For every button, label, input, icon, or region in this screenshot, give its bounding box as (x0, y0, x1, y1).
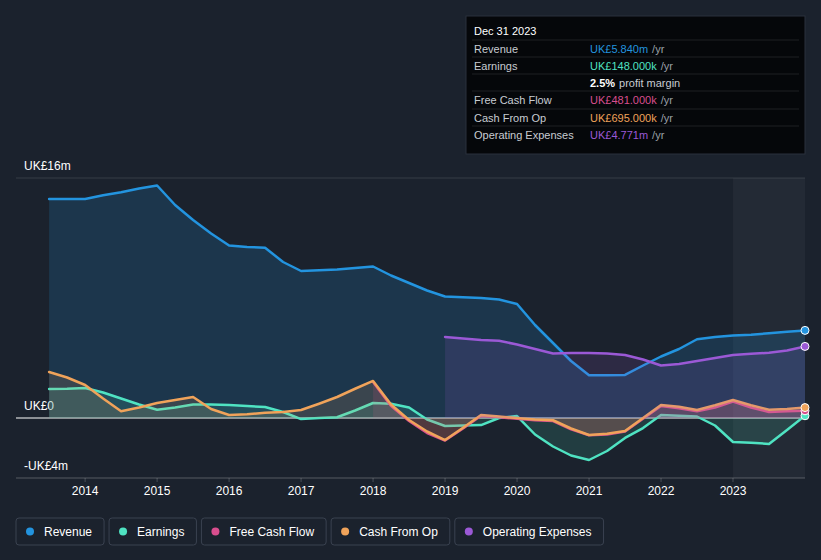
legend-swatch (119, 528, 127, 536)
legend-label: Earnings (137, 525, 184, 539)
x-tick (373, 478, 374, 482)
tooltip-label: Cash From Op (474, 112, 546, 124)
legend-label: Revenue (44, 525, 92, 539)
tooltip-unit: /yr (652, 43, 665, 55)
series-line (49, 186, 805, 376)
x-tick (517, 478, 518, 482)
x-tick (229, 478, 230, 482)
legend-item[interactable]: Free Cash Flow (201, 518, 326, 545)
plot-marks (49, 186, 805, 461)
chart: -UK£4mUK£0UK£16m201420152016201720182019… (0, 0, 821, 560)
tooltip-value: UK£148.000k (590, 60, 657, 72)
x-tick (589, 478, 590, 482)
tooltip-label: Earnings (474, 60, 518, 72)
tooltip-value: UK£4.771m (590, 129, 648, 141)
legend-box[interactable] (201, 518, 326, 545)
x-tick-label: 2018 (360, 484, 387, 498)
tooltip-value: 2.5% (590, 77, 615, 89)
tooltip-separator (472, 74, 799, 75)
tooltip-title: Dec 31 2023 (474, 25, 536, 37)
legend-box[interactable] (331, 518, 450, 545)
y-tick-label: -UK£4m (24, 459, 68, 473)
x-tick (85, 478, 86, 482)
tooltip-value: UK£5.840m (590, 43, 648, 55)
tooltip-box (466, 16, 805, 154)
grid-line (16, 178, 805, 179)
legend-item[interactable]: Revenue (16, 518, 104, 545)
legend-item[interactable]: Earnings (109, 518, 196, 545)
legend-swatch (465, 528, 473, 536)
legend-swatch (341, 528, 349, 536)
grid-line (16, 478, 805, 479)
tooltip-unit: /yr (661, 60, 674, 72)
x-axis-line (16, 478, 805, 479)
tooltip-unit: /yr (652, 129, 665, 141)
tooltip-unit: /yr (661, 94, 674, 106)
x-tick-label: 2014 (72, 484, 99, 498)
legend-box[interactable] (109, 518, 196, 545)
background (0, 0, 821, 560)
x-tick-label: 2021 (576, 484, 603, 498)
tooltip-unit: /yr (661, 112, 674, 124)
tooltip-value: UK£695.000k (590, 112, 657, 124)
legend-swatch (26, 528, 34, 536)
legend-box[interactable] (16, 518, 104, 545)
series-area (49, 186, 805, 419)
end-dot (801, 404, 809, 412)
legend-swatch (211, 528, 219, 536)
series-line (445, 337, 805, 366)
tooltip-label: Revenue (474, 43, 518, 55)
legend-item[interactable]: Operating Expenses (455, 518, 604, 545)
x-tick-label: 2019 (432, 484, 459, 498)
tooltip-separator (472, 126, 799, 127)
legend-label: Free Cash Flow (229, 525, 314, 539)
x-tick-label: 2022 (648, 484, 675, 498)
legend-item[interactable]: Cash From Op (331, 518, 450, 545)
tooltip-separator (472, 40, 799, 41)
x-tick-label: 2016 (216, 484, 243, 498)
end-dot (801, 326, 809, 334)
x-tick (733, 478, 734, 482)
tooltip-label: Operating Expenses (474, 129, 574, 141)
x-tick-label: 2015 (144, 484, 171, 498)
tooltip-separator (472, 109, 799, 110)
x-tick (157, 478, 158, 482)
tooltip-separator (472, 91, 799, 92)
legend-label: Cash From Op (359, 525, 438, 539)
tooltip-label: Free Cash Flow (474, 94, 552, 106)
x-tick (301, 478, 302, 482)
x-tick-label: 2023 (720, 484, 747, 498)
y-tick-label: UK£16m (24, 159, 71, 173)
legend-label: Operating Expenses (483, 525, 592, 539)
legend-box[interactable] (455, 518, 604, 545)
end-dot (801, 342, 809, 350)
tooltip-unit: profit margin (619, 77, 680, 89)
tooltip-separator (472, 57, 799, 58)
series-area (445, 337, 805, 418)
x-tick (445, 478, 446, 482)
x-tick-label: 2017 (288, 484, 315, 498)
tooltip-value: UK£481.000k (590, 94, 657, 106)
x-tick (661, 478, 662, 482)
tooltip: Dec 31 2023 Revenue UK£5.840m/yr Earnings UK… (466, 16, 805, 154)
x-tick-label: 2020 (504, 484, 531, 498)
